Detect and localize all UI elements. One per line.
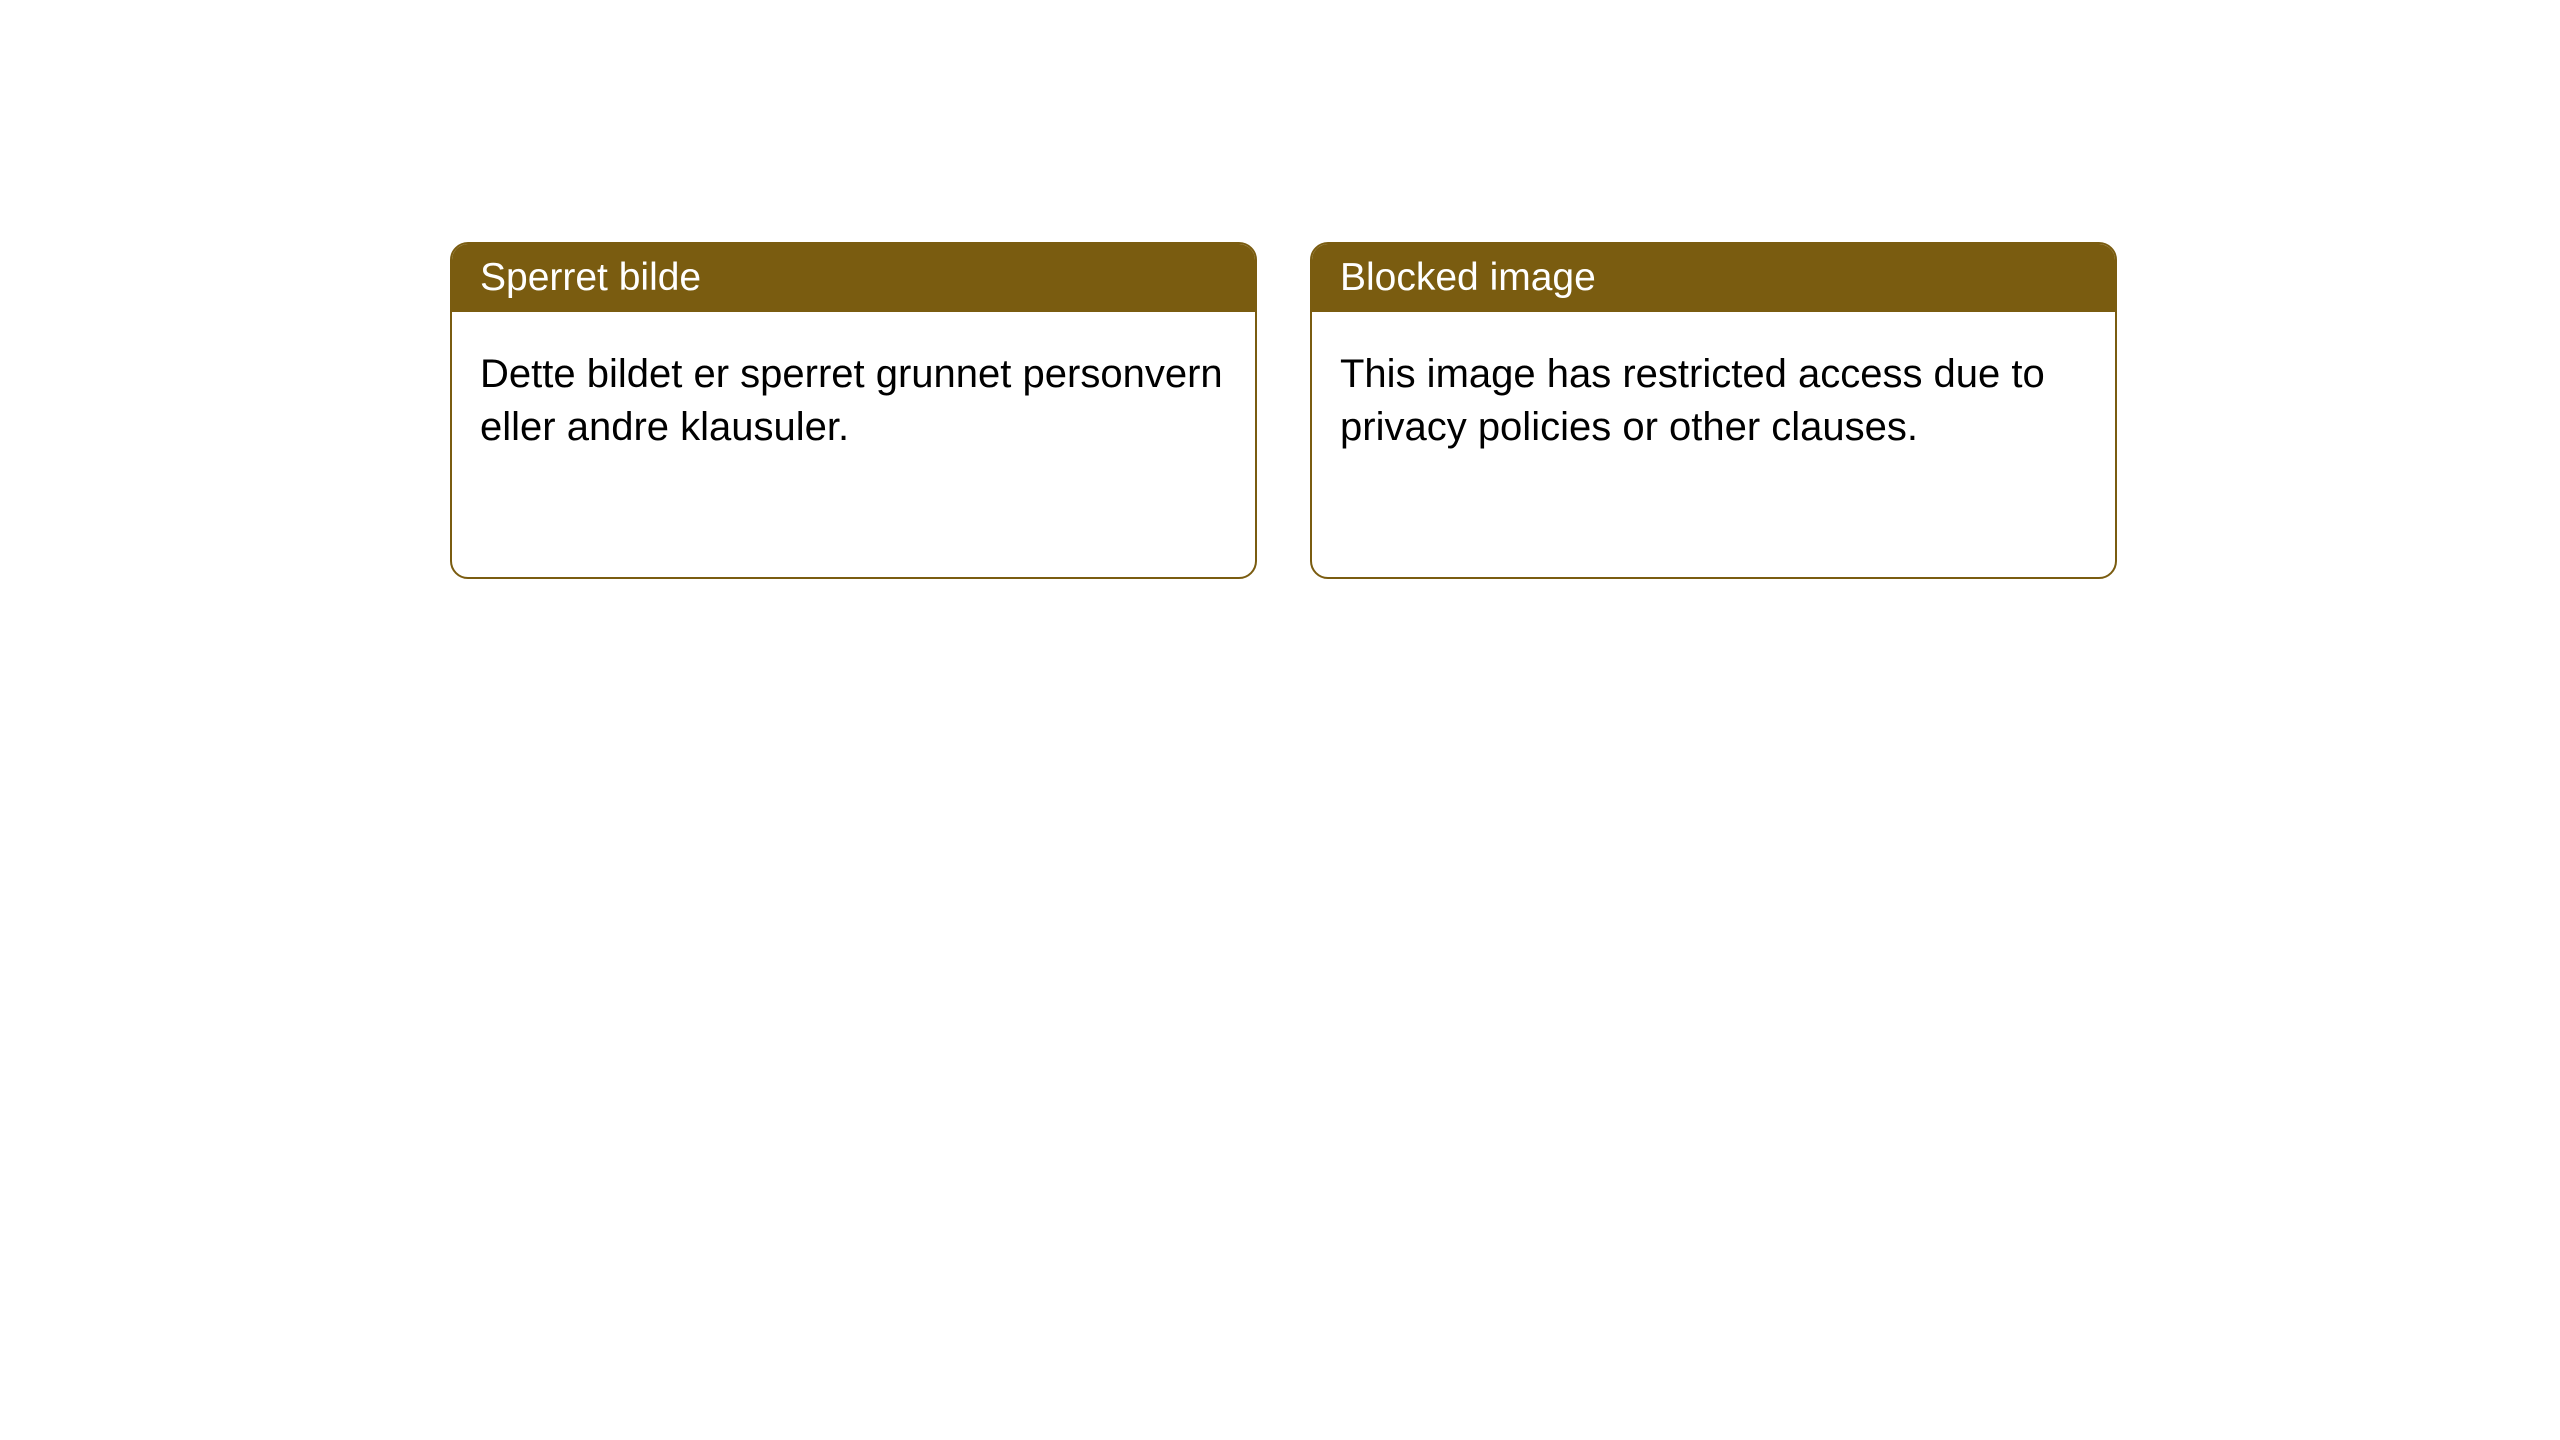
notice-card-header: Blocked image (1312, 244, 2115, 312)
notice-card-body: This image has restricted access due to … (1312, 312, 2115, 490)
notice-title: Blocked image (1340, 256, 1596, 299)
notice-card-body: Dette bildet er sperret grunnet personve… (452, 312, 1255, 490)
notice-card-header: Sperret bilde (452, 244, 1255, 312)
notice-container: Sperret bilde Dette bildet er sperret gr… (450, 242, 2117, 579)
notice-message: Dette bildet er sperret grunnet personve… (480, 352, 1223, 449)
notice-title: Sperret bilde (480, 256, 701, 299)
notice-card-norwegian: Sperret bilde Dette bildet er sperret gr… (450, 242, 1257, 579)
notice-card-english: Blocked image This image has restricted … (1310, 242, 2117, 579)
notice-message: This image has restricted access due to … (1340, 352, 2045, 449)
